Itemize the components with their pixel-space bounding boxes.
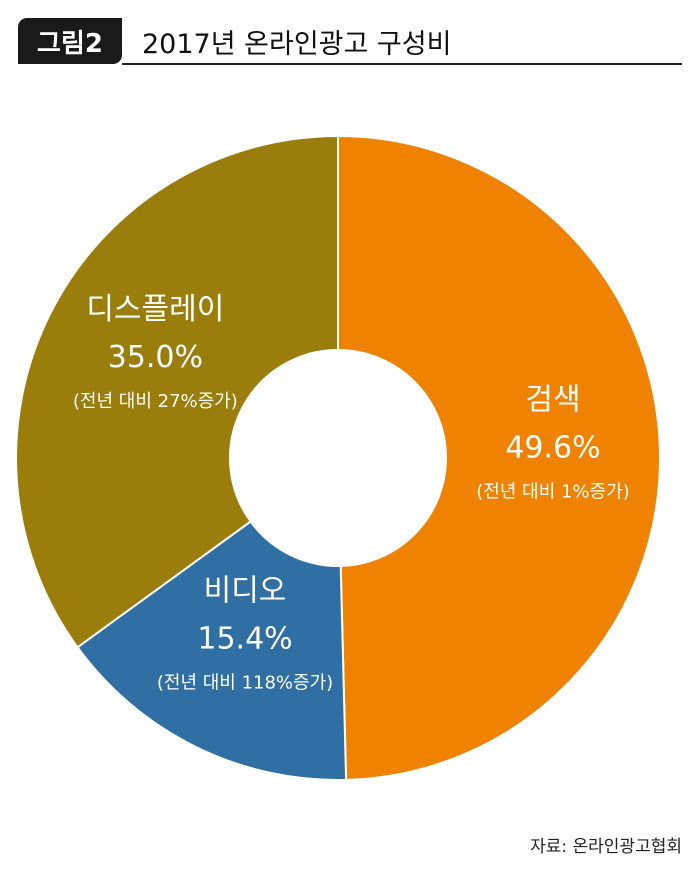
- slice-label-검색: 검색: [525, 382, 580, 417]
- slice-label-디스플레이: 디스플레이: [86, 292, 224, 327]
- figure-number-badge: 그림2: [18, 18, 122, 64]
- slice-growth-비디오: (전년 대비 118%증가): [157, 672, 333, 693]
- slice-value-검색: 49.6%: [505, 430, 600, 465]
- slice-비디오: [76, 520, 348, 781]
- figure-header: 그림2 2017년 온라인광고 구성비: [18, 18, 682, 66]
- header-rule: [122, 63, 682, 65]
- chart-title: 2017년 온라인광고 구성비: [142, 29, 452, 60]
- slice-검색: [337, 134, 661, 781]
- slice-growth-디스플레이: (전년 대비 27%증가): [73, 391, 238, 412]
- slice-value-디스플레이: 35.0%: [108, 340, 203, 375]
- source-note: 자료: 온라인광고협회: [530, 837, 682, 857]
- slice-growth-검색: (전년 대비 1%증가): [476, 481, 629, 502]
- slice-디스플레이: [15, 134, 339, 649]
- slice-label-비디오: 비디오: [204, 573, 287, 608]
- slice-value-비디오: 15.4%: [197, 621, 292, 656]
